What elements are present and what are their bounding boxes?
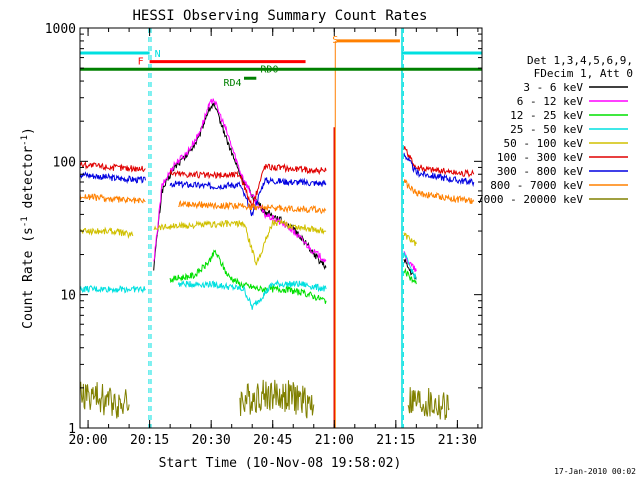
legend-label: 6 - 12 keV [517, 95, 584, 108]
x-tick-label: 21:30 [438, 433, 477, 448]
y-axis-label-part2: detector [21, 146, 36, 217]
y-tick-label: 10 [60, 289, 76, 304]
plot-frame [79, 27, 483, 429]
series-line [79, 160, 146, 173]
y-axis-label-sup2: -1 [20, 135, 30, 146]
flag-label-RD0: RD0 [260, 64, 278, 75]
legend-header-line1: Det 1,3,4,5,6,9, [527, 54, 633, 67]
series-line [403, 152, 475, 188]
series-line [239, 379, 315, 419]
x-tick-label: 21:00 [315, 433, 354, 448]
x-tick-label: 20:45 [253, 433, 292, 448]
chart-title: HESSI Observing Summary Count Rates [132, 8, 427, 24]
y-axis-label-sup1: -1 [20, 216, 30, 227]
series-line [79, 381, 130, 419]
series-5 [79, 146, 475, 208]
legend-label: 300 - 800 keV [497, 165, 583, 178]
legend-label: 7000 - 20000 keV [477, 193, 583, 206]
series-line [177, 279, 327, 310]
series-line [403, 251, 417, 280]
series-4 [79, 218, 417, 266]
series-2 [169, 249, 417, 304]
series-line [407, 387, 450, 420]
series-line [153, 218, 327, 266]
y-tick-label: 1000 [45, 22, 76, 37]
series-line [403, 267, 417, 285]
x-axis-label: Start Time (10-Nov-08 19:58:02) [159, 456, 402, 471]
y-axis-label: Count Rate (s-1 detector-1) [20, 127, 36, 329]
series-line [403, 146, 475, 178]
series-line [403, 179, 475, 205]
x-tick-label: 21:15 [376, 433, 415, 448]
series-line [153, 98, 327, 263]
series-line [79, 193, 146, 204]
x-tick-label: 20:00 [68, 433, 107, 448]
series-line [169, 162, 327, 208]
footer-date: 17-Jan-2010 00:02 [554, 467, 636, 476]
series-line [79, 226, 134, 239]
legend: Det 1,3,4,5,6,9, FDecim 1, Att 0 3 - 6 k… [477, 54, 633, 206]
series-line [79, 171, 146, 184]
flags-layer: NF RD0 RD4 S [80, 28, 482, 428]
legend-label: 12 - 25 keV [510, 109, 583, 122]
flag-label-F: F [138, 57, 144, 68]
legend-label: 3 - 6 keV [523, 81, 583, 94]
y-axis-label-part1: Count Rate (s [21, 227, 36, 329]
series-layer [79, 40, 475, 428]
flag-label-S: S [332, 35, 338, 46]
x-tick-label: 20:30 [192, 433, 231, 448]
legend-label: 800 - 7000 keV [490, 179, 583, 192]
series-line [403, 232, 417, 247]
series-7 [79, 179, 475, 215]
series-line [169, 249, 327, 304]
y-axis-label-part3: ) [21, 127, 36, 135]
series-3 [79, 251, 417, 310]
series-line [79, 284, 146, 294]
series-8 [79, 379, 450, 420]
legend-label: 50 - 100 keV [504, 137, 584, 150]
flag-label-RD4: RD4 [223, 78, 241, 89]
legend-label: 100 - 300 keV [497, 151, 583, 164]
flag-label-N: N [155, 49, 161, 60]
series-line [178, 200, 327, 215]
y-tick-label: 100 [53, 155, 76, 170]
legend-header-line2: FDecim 1, Att 0 [534, 67, 633, 80]
axes-layer: 20:00 20:15 20:30 20:45 21:00 21:15 21:30 1 10 10… [45, 22, 482, 448]
x-tick-label: 20:15 [130, 433, 169, 448]
y-tick-label: 1 [68, 422, 76, 437]
legend-label: 25 - 50 keV [510, 123, 583, 136]
